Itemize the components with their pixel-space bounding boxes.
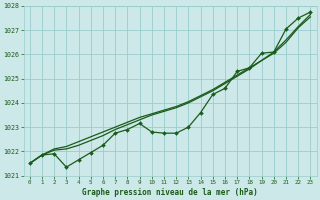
X-axis label: Graphe pression niveau de la mer (hPa): Graphe pression niveau de la mer (hPa): [82, 188, 258, 197]
